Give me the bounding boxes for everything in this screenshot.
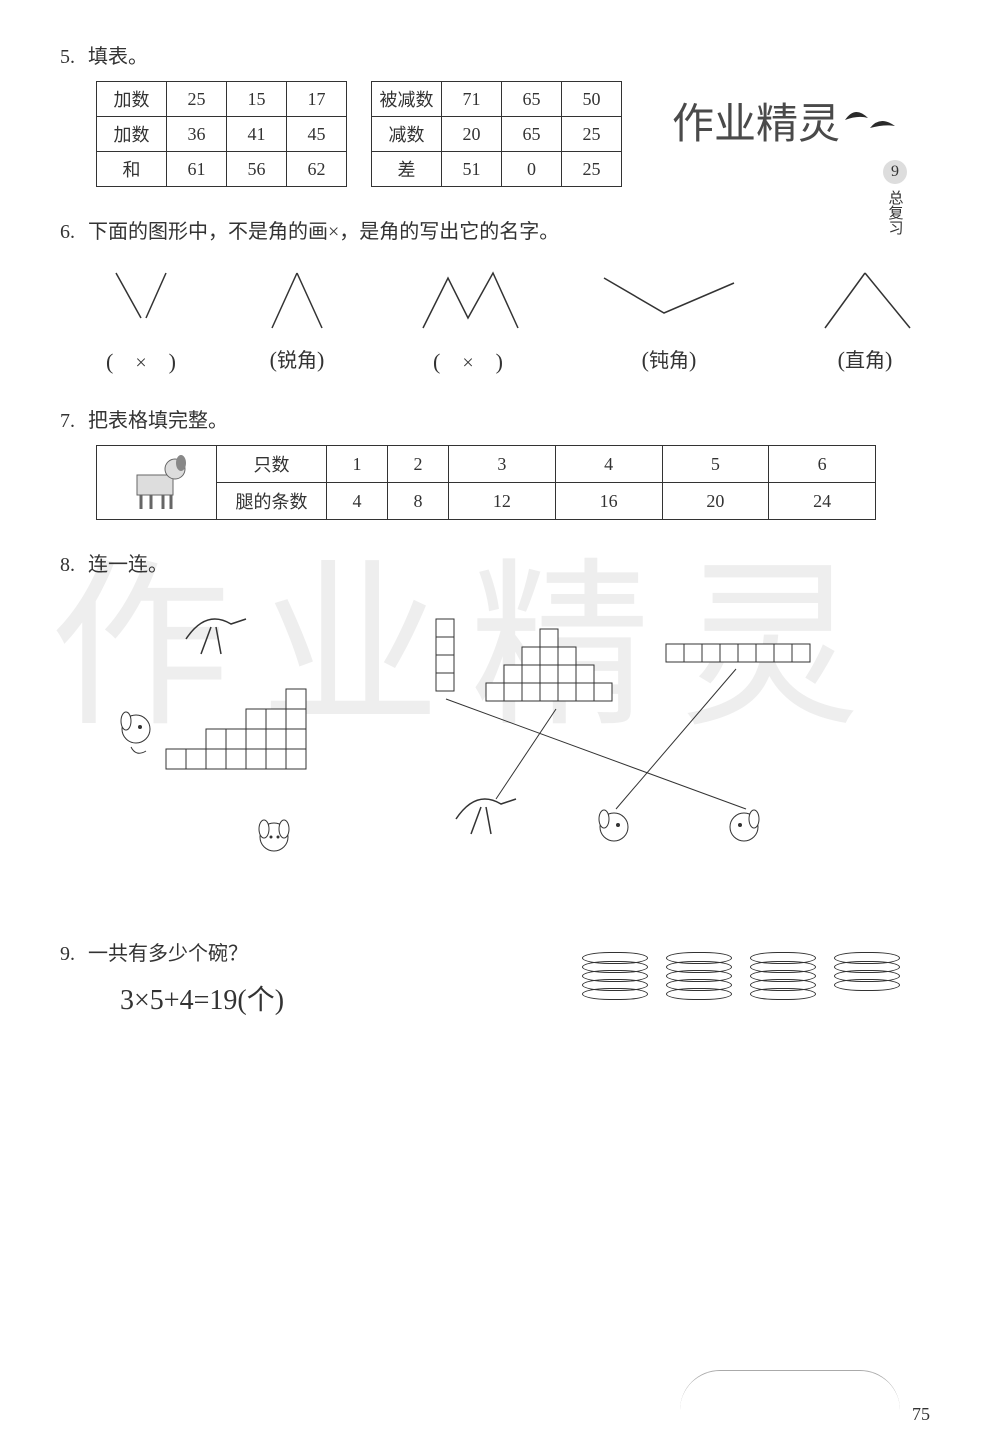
cell: 5 bbox=[662, 446, 769, 483]
cell: 71 bbox=[442, 82, 502, 117]
q7-title: 把表格填完整。 bbox=[88, 410, 228, 432]
cell: 17 bbox=[287, 82, 347, 117]
cell: 减数 bbox=[372, 117, 442, 152]
tab-number: 9 bbox=[883, 160, 907, 184]
cell: 24 bbox=[769, 483, 876, 520]
cell: 25 bbox=[167, 82, 227, 117]
cell: 65 bbox=[502, 117, 562, 152]
angle-5: (直角) bbox=[810, 258, 920, 376]
cell: 1 bbox=[327, 446, 388, 483]
ans: 锐角 bbox=[277, 350, 317, 372]
angle-2: (锐角) bbox=[252, 258, 342, 376]
cell: 加数 bbox=[97, 82, 167, 117]
dog-icon bbox=[97, 446, 217, 520]
tab-text: 总复习 bbox=[885, 190, 906, 235]
cell: 加数 bbox=[97, 117, 167, 152]
angle-3: ( × ) bbox=[408, 258, 528, 376]
cell: 腿的条数 bbox=[217, 483, 327, 520]
angle-4: (钝角) bbox=[594, 258, 744, 376]
cell: 2 bbox=[388, 446, 449, 483]
cell: 4 bbox=[327, 483, 388, 520]
q8-title: 连一连。 bbox=[88, 554, 168, 576]
question-7: 7.把表格填完整。 只数 1 2 3 4 5 6 腿的条数 4 8 12 16 bbox=[60, 404, 940, 520]
cell: 45 bbox=[287, 117, 347, 152]
cell: 3 bbox=[449, 446, 556, 483]
q9-num: 9. bbox=[60, 943, 88, 966]
cell: 51 bbox=[442, 152, 502, 187]
cell: 62 bbox=[287, 152, 347, 187]
ans: 直角 bbox=[845, 350, 885, 372]
q9-title: 一共有多少个碗？ bbox=[88, 943, 248, 965]
cell: 20 bbox=[442, 117, 502, 152]
question-6: 6.下面的图形中，不是角的画×，是角的写出它的名字。 ( × ) (锐角) ( … bbox=[60, 215, 940, 376]
cell: 15 bbox=[227, 82, 287, 117]
bowls-icon bbox=[582, 955, 900, 1000]
bird-icon bbox=[840, 100, 900, 148]
q5-table-right: 被减数 71 65 50 减数 20 65 25 差 51 0 25 bbox=[371, 81, 622, 187]
question-8: 8.连一连。 bbox=[60, 548, 940, 909]
cell: 50 bbox=[562, 82, 622, 117]
q7-table: 只数 1 2 3 4 5 6 腿的条数 4 8 12 16 20 24 bbox=[96, 445, 876, 520]
ans: × bbox=[135, 352, 146, 374]
cell: 只数 bbox=[217, 446, 327, 483]
q9-answer: 3×5+4=19(个) bbox=[120, 978, 284, 1018]
cell: 36 bbox=[167, 117, 227, 152]
cell: 8 bbox=[388, 483, 449, 520]
cell: 16 bbox=[555, 483, 662, 520]
page-number: 75 bbox=[912, 1404, 930, 1425]
cell: 25 bbox=[562, 117, 622, 152]
cell: 20 bbox=[662, 483, 769, 520]
cell: 41 bbox=[227, 117, 287, 152]
cell: 4 bbox=[555, 446, 662, 483]
side-tab: 9 总复习 bbox=[880, 160, 910, 235]
cell: 25 bbox=[562, 152, 622, 187]
q8-num: 8. bbox=[60, 554, 88, 577]
cell: 56 bbox=[227, 152, 287, 187]
q5-title: 填表。 bbox=[88, 46, 148, 68]
match-svg bbox=[96, 589, 916, 899]
cell: 被减数 bbox=[372, 82, 442, 117]
cell: 12 bbox=[449, 483, 556, 520]
angle-1: ( × ) bbox=[96, 258, 186, 376]
cloud-icon bbox=[680, 1370, 900, 1410]
q6-num: 6. bbox=[60, 221, 88, 244]
q7-num: 7. bbox=[60, 410, 88, 433]
ans: × bbox=[462, 352, 473, 374]
q5-num: 5. bbox=[60, 46, 88, 69]
q5-table-left: 加数 25 15 17 加数 36 41 45 和 61 56 62 bbox=[96, 81, 347, 187]
cell: 61 bbox=[167, 152, 227, 187]
cell: 差 bbox=[372, 152, 442, 187]
header-logo: 作业精灵 bbox=[672, 90, 840, 151]
ans: 钝角 bbox=[649, 350, 689, 372]
question-9: 9.一共有多少个碗？ 3×5+4=19(个) bbox=[60, 937, 940, 1018]
q6-title: 下面的图形中，不是角的画×，是角的写出它的名字。 bbox=[88, 221, 559, 243]
cell: 6 bbox=[769, 446, 876, 483]
cell: 65 bbox=[502, 82, 562, 117]
cell: 0 bbox=[502, 152, 562, 187]
cell: 和 bbox=[97, 152, 167, 187]
